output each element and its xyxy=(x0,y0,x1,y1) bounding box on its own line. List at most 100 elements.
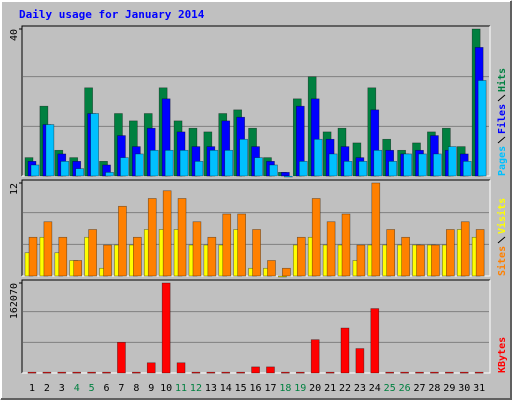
bar xyxy=(149,149,159,177)
x-tick-label: 14 xyxy=(220,383,232,394)
x-tick-label: 28 xyxy=(428,383,440,394)
x-tick-label: 9 xyxy=(148,383,154,394)
bar xyxy=(209,149,219,177)
x-tick-label: 13 xyxy=(205,383,217,394)
x-tick-label: 25 xyxy=(384,383,396,394)
bar xyxy=(371,182,381,277)
bar xyxy=(298,161,308,177)
x-tick-label: 24 xyxy=(369,383,381,394)
bar xyxy=(28,236,38,277)
x-tick-label: 10 xyxy=(160,383,172,394)
bar xyxy=(236,371,245,374)
bar xyxy=(135,153,144,177)
bar xyxy=(418,153,427,177)
legend-separator xyxy=(497,94,506,102)
bar xyxy=(267,260,276,277)
legend-label: Hits xyxy=(496,68,508,92)
bar xyxy=(254,157,263,177)
x-tick-label: 30 xyxy=(458,383,470,394)
bar xyxy=(445,371,454,374)
x-tick-label: 7 xyxy=(118,383,124,394)
bar xyxy=(207,236,217,277)
bar xyxy=(477,80,487,177)
bar xyxy=(462,161,472,177)
x-tick-label: 31 xyxy=(473,383,485,394)
bar xyxy=(237,213,246,277)
x-tick-label: 16 xyxy=(250,383,262,394)
bar xyxy=(162,190,172,277)
y-tick-label: 162070 xyxy=(9,283,20,319)
bar xyxy=(460,221,470,277)
bar xyxy=(57,371,67,374)
panel xyxy=(22,280,490,373)
x-tick-label: 26 xyxy=(399,383,411,394)
bar xyxy=(164,149,174,177)
x-tick-label: 5 xyxy=(89,383,95,394)
x-tick-label: 6 xyxy=(104,383,110,394)
bar xyxy=(87,371,96,374)
bar xyxy=(177,198,187,277)
bar xyxy=(27,371,37,374)
bar xyxy=(42,371,52,374)
bar xyxy=(102,371,111,374)
bar xyxy=(430,371,439,374)
x-tick-label: 2 xyxy=(44,383,50,394)
bar xyxy=(45,124,55,177)
x-tick-label: 19 xyxy=(294,383,306,394)
bar xyxy=(224,149,234,177)
bar xyxy=(340,327,350,374)
bar xyxy=(251,366,260,374)
legend-label: Files xyxy=(496,104,508,134)
x-tick-label: 20 xyxy=(309,383,321,394)
bar xyxy=(355,348,365,374)
bar xyxy=(295,371,305,374)
x-tick-label: 3 xyxy=(59,383,65,394)
x-tick-label: 8 xyxy=(133,383,139,394)
x-tick-label: 22 xyxy=(339,383,351,394)
bar xyxy=(325,371,335,374)
bar xyxy=(356,244,366,277)
bar xyxy=(103,244,112,277)
bar xyxy=(269,164,278,177)
legend-label: Visits xyxy=(496,198,508,234)
x-tick-label: 4 xyxy=(74,383,80,394)
bar xyxy=(431,244,440,277)
y-tick-label: 40 xyxy=(9,29,20,41)
bar xyxy=(118,205,127,277)
bar xyxy=(358,161,368,177)
bar xyxy=(313,138,323,177)
bar xyxy=(459,371,469,374)
bar xyxy=(105,172,114,177)
bar xyxy=(416,244,425,277)
x-tick-label: 21 xyxy=(324,383,336,394)
x-tick-label: 17 xyxy=(264,383,276,394)
x-tick-label: 15 xyxy=(235,383,247,394)
y-tick-label: 12 xyxy=(9,183,20,195)
bar xyxy=(328,153,338,177)
bar xyxy=(403,153,412,177)
bar xyxy=(73,260,83,277)
bar xyxy=(60,161,70,177)
bar xyxy=(281,172,290,177)
bar xyxy=(192,221,202,277)
bar xyxy=(284,175,293,178)
bar xyxy=(343,161,353,177)
legend-separator xyxy=(497,136,506,144)
bar xyxy=(221,371,231,374)
bar xyxy=(400,371,409,374)
bar xyxy=(72,371,82,374)
x-tick-label: 18 xyxy=(279,383,291,394)
bar xyxy=(206,371,216,374)
bar xyxy=(448,146,457,177)
x-tick-label: 23 xyxy=(354,383,366,394)
x-tick-label: 11 xyxy=(175,383,187,394)
bar xyxy=(132,371,141,374)
bar xyxy=(388,161,398,177)
bar xyxy=(326,221,336,277)
bar xyxy=(281,371,290,374)
bar xyxy=(415,371,424,374)
x-tick-label: 27 xyxy=(413,383,425,394)
bar xyxy=(117,342,126,374)
